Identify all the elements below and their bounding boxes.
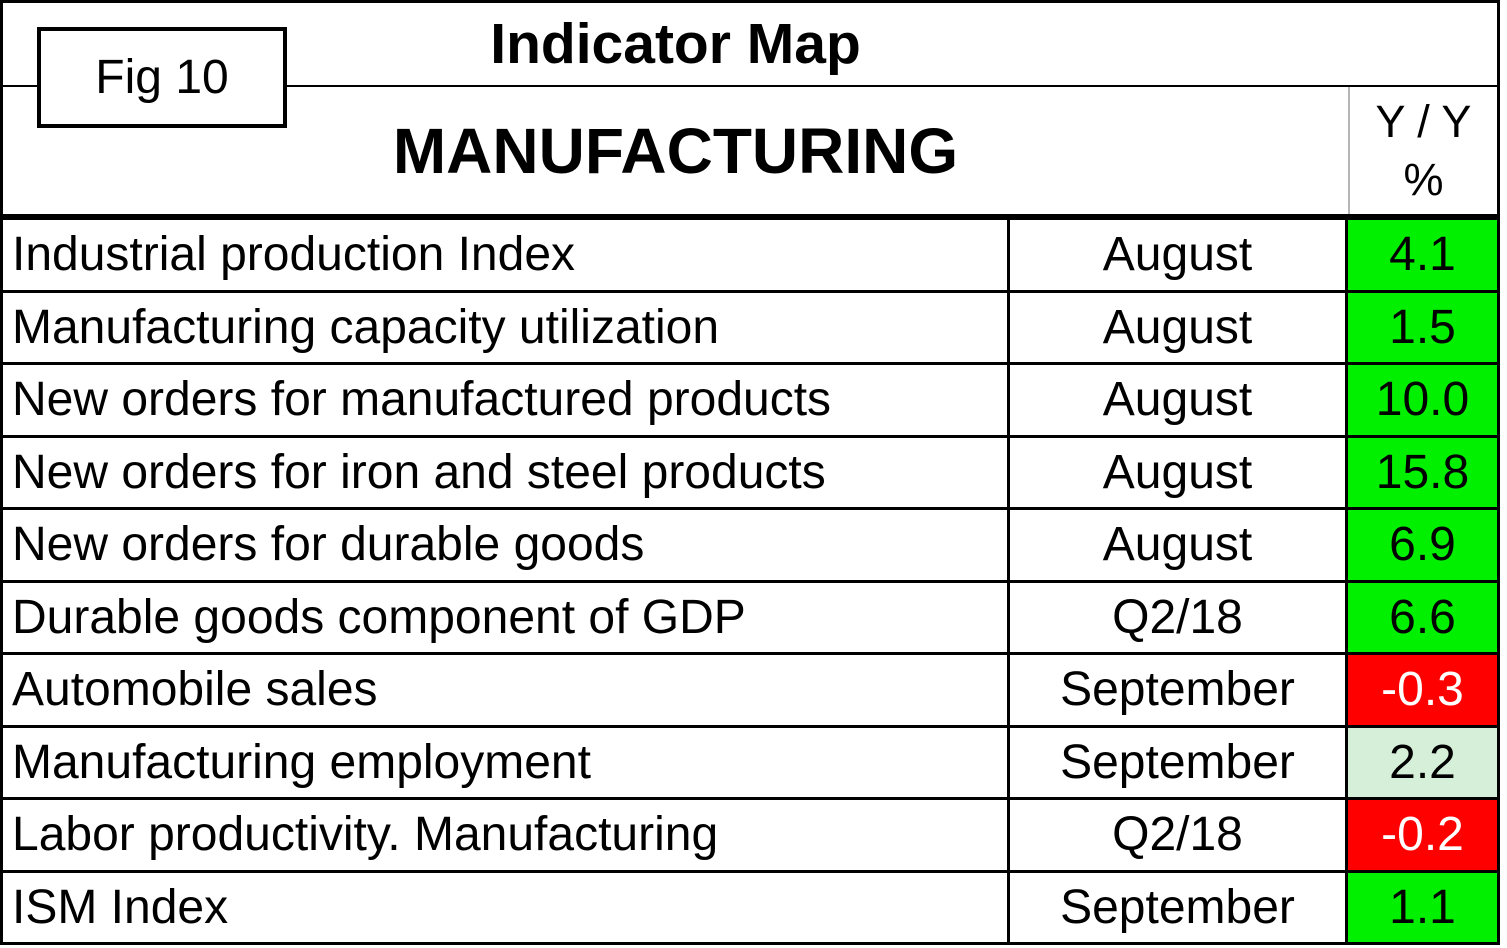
- period-value: August: [1007, 365, 1345, 435]
- period-value: September: [1007, 872, 1345, 942]
- period-value: August: [1007, 510, 1345, 580]
- period-value: Q2/18: [1007, 800, 1345, 870]
- yoy-value: 1.5: [1345, 292, 1497, 362]
- period-value: August: [1007, 220, 1345, 290]
- indicator-label: ISM Index: [12, 880, 229, 934]
- page-title: Indicator Map: [490, 12, 861, 76]
- indicator-label: Automobile sales: [12, 663, 378, 717]
- table-row: New orders for manufactured products Aug…: [3, 362, 1497, 435]
- section-title: MANUFACTURING: [392, 114, 959, 187]
- fig-label-box: Fig 10: [37, 27, 287, 128]
- yoy-value: 6.6: [1345, 582, 1497, 652]
- table-row: Manufacturing employment September 2.2: [3, 724, 1497, 797]
- indicator-label: Manufacturing capacity utilization: [12, 300, 720, 354]
- yoy-value: 6.9: [1345, 510, 1497, 580]
- table-row: Industrial production Index August 4.1: [3, 220, 1497, 290]
- period-value: August: [1007, 437, 1345, 507]
- period-value: August: [1007, 292, 1345, 362]
- yoy-value: 2.2: [1345, 727, 1497, 797]
- yoy-value: -0.2: [1345, 800, 1497, 870]
- period-value: September: [1007, 655, 1345, 725]
- yoy-header-line2: %: [1403, 153, 1444, 205]
- yoy-value: 15.8: [1345, 437, 1497, 507]
- table-row: Labor productivity. Manufacturing Q2/18 …: [3, 797, 1497, 870]
- indicator-table-body: Industrial production Index August 4.1 M…: [3, 220, 1497, 942]
- yoy-value: 1.1: [1345, 872, 1497, 942]
- yoy-value: 10.0: [1345, 365, 1497, 435]
- indicator-label: New orders for iron and steel products: [12, 445, 826, 499]
- period-value: September: [1007, 727, 1345, 797]
- table-row: Automobile sales September -0.3: [3, 652, 1497, 725]
- table-row: New orders for iron and steel products A…: [3, 434, 1497, 507]
- yoy-header-line1: Y / Y: [1375, 95, 1472, 147]
- yoy-column-header: Y / Y %: [1348, 87, 1497, 214]
- indicator-label: Manufacturing employment: [12, 735, 591, 789]
- period-value: Q2/18: [1007, 582, 1345, 652]
- table-row: Manufacturing capacity utilization Augus…: [3, 289, 1497, 362]
- indicator-label: New orders for durable goods: [12, 518, 645, 572]
- table-row: ISM Index September 1.1: [3, 869, 1497, 942]
- table-row: New orders for durable goods August 6.9: [3, 507, 1497, 580]
- yoy-value: 4.1: [1345, 220, 1497, 290]
- fig-label: Fig 10: [95, 51, 229, 104]
- indicator-label: New orders for manufactured products: [12, 373, 832, 427]
- indicator-label: Durable goods component of GDP: [12, 590, 746, 644]
- section-header-row: MANUFACTURING Y / Y %: [3, 87, 1497, 220]
- yoy-value: -0.3: [1345, 655, 1497, 725]
- figure-title-row: Indicator Map: [3, 3, 1497, 87]
- indicator-label: Labor productivity. Manufacturing: [12, 808, 719, 862]
- indicator-label: Industrial production Index: [12, 228, 576, 282]
- table-row: Durable goods component of GDP Q2/18 6.6: [3, 579, 1497, 652]
